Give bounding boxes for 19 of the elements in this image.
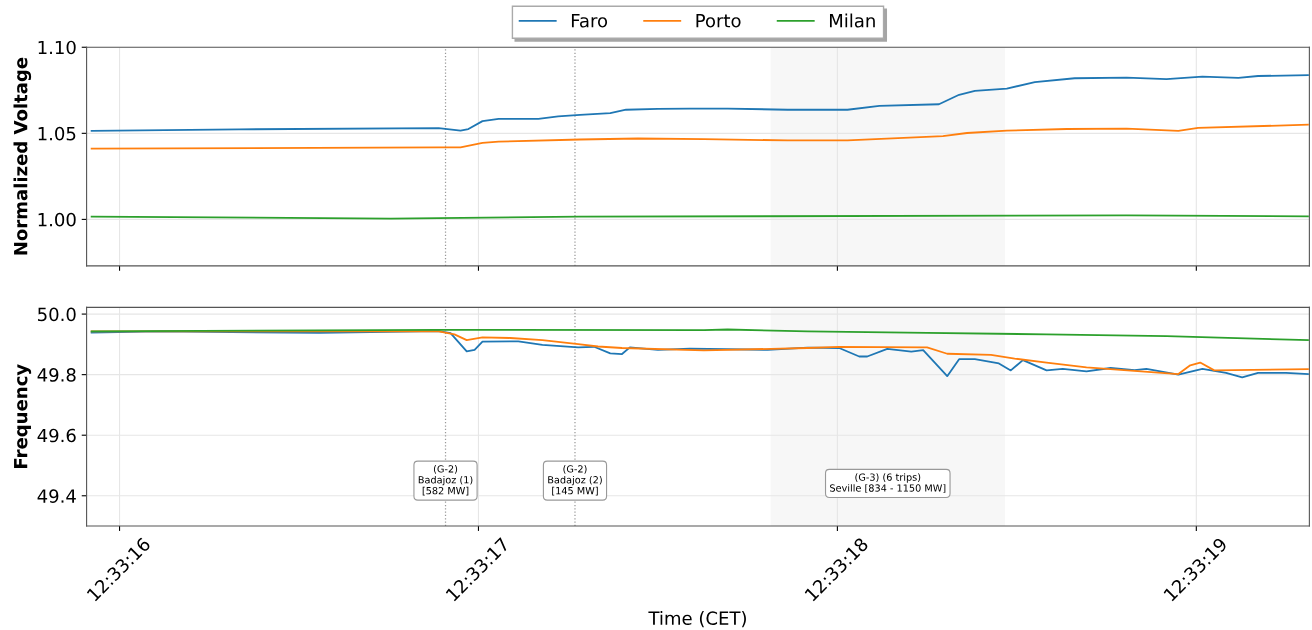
annotation: (G-2) Badajoz (1) [582 MW] (418, 465, 473, 496)
y-tick-label: 1.05 (38, 126, 76, 141)
line-series (90, 123, 1309, 150)
y-tick-label: 49.6 (37, 428, 76, 443)
annotation: (G-2) Badajoz (2) [145 MW] (548, 465, 602, 496)
y-tick-label: 1.10 (38, 40, 76, 55)
legend-label: Porto (696, 14, 741, 28)
legend-label: Milan (829, 13, 875, 28)
y-tick-label: 50.0 (38, 307, 76, 322)
y-tick-label: 49.4 (37, 489, 76, 503)
x-axis-title: Time (CET) (648, 611, 746, 628)
line-series (90, 74, 1309, 132)
y-axis-title: Frequency (14, 364, 32, 468)
y-axis-title: Normalized Voltage (13, 57, 32, 255)
annotation: (G-3) (6 trips) Seville [834 - 1150 MW] (830, 473, 946, 493)
legend-label: Faro (571, 14, 608, 28)
y-tick-label: 49.8 (37, 368, 76, 382)
y-tick-label: 1.00 (38, 212, 76, 227)
line-series (90, 328, 1309, 342)
